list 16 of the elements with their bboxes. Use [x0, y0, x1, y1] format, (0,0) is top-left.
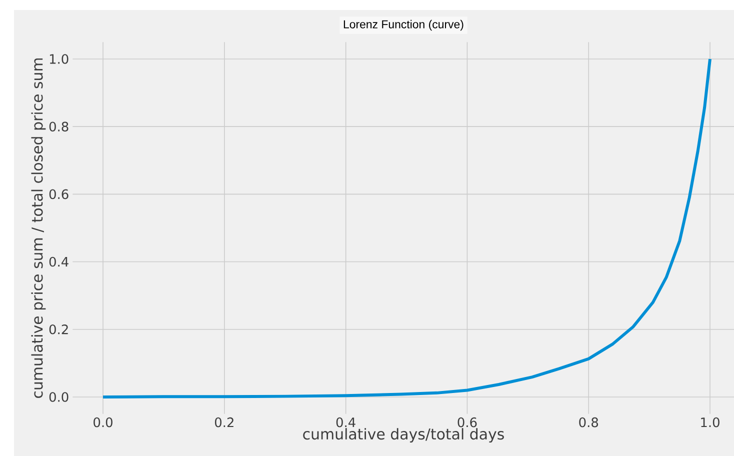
- line-series: [102, 57, 712, 398]
- x-axis-title: cumulative days/total days: [303, 428, 504, 443]
- y-tick-label: 0.8: [49, 122, 68, 132]
- y-tick-label: 0.6: [49, 189, 68, 200]
- x-tick-label: 0.8: [579, 417, 598, 428]
- y-tick-label: 0.4: [49, 256, 68, 267]
- y-tick-label: 1.0: [50, 54, 68, 64]
- chart-title: Lorenz Function (curve): [344, 20, 464, 31]
- x-tick-label: 0.0: [94, 417, 112, 428]
- y-axis-title: cumulative price sum / total closed price sum: [31, 58, 46, 398]
- x-tick-label: 0.4: [336, 417, 356, 428]
- x-tick-label: 1.0: [701, 417, 720, 428]
- x-tick-label: 0.2: [214, 417, 234, 428]
- x-tick-label: 0.6: [458, 417, 477, 428]
- y-tick-label: 0.2: [49, 324, 68, 334]
- y-tick-label: 0.0: [49, 392, 68, 402]
